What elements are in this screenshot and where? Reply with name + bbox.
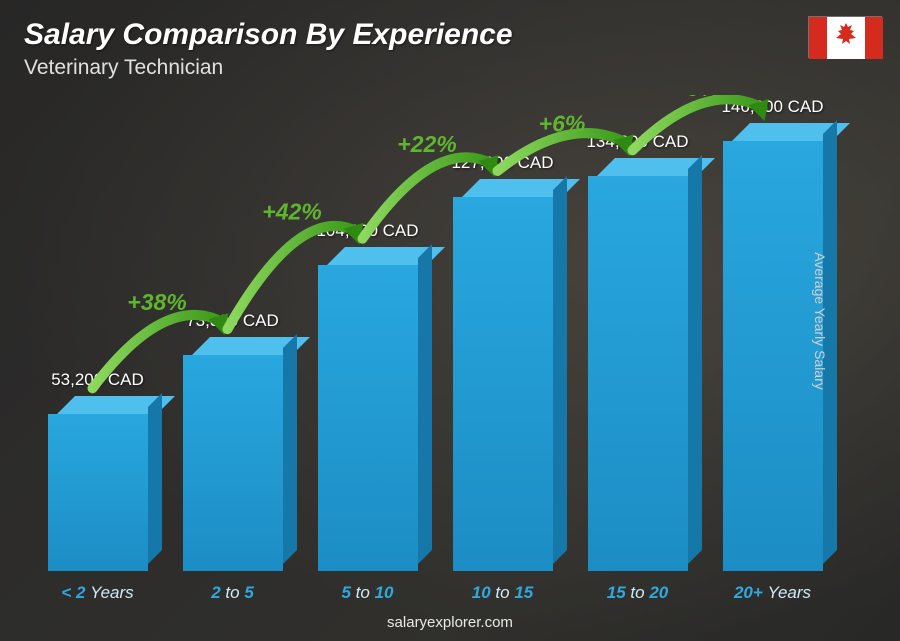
x-axis-label: < 2 Years [30, 583, 165, 603]
x-axis-label: 15 to 20 [570, 583, 705, 603]
chart-subtitle: Veterinary Technician [24, 56, 223, 80]
bar-group: 53,200 CAD [30, 95, 165, 571]
bar-value-label: 134,000 CAD [586, 132, 688, 152]
bar-chart: 53,200 CAD 73,300 CAD 104,000 CAD 127,000 C… [30, 95, 840, 571]
bar-value-label: 104,000 CAD [316, 221, 418, 241]
bar-value-label: 127,000 CAD [451, 153, 553, 173]
footer-credit: salaryexplorer.com [0, 614, 900, 631]
bar [588, 176, 688, 571]
x-axis-label: 10 to 15 [435, 583, 570, 603]
bar-value-label: 146,000 CAD [721, 97, 823, 117]
bar-group: 127,000 CAD [435, 95, 570, 571]
bar-value-label: 53,200 CAD [51, 370, 144, 390]
bar [453, 197, 553, 571]
bar-group: 134,000 CAD [570, 95, 705, 571]
x-axis-label: 20+ Years [705, 583, 840, 603]
bar-value-label: 73,300 CAD [186, 311, 279, 331]
bar-group: 104,000 CAD [300, 95, 435, 571]
bar [183, 355, 283, 571]
x-axis-label: 5 to 10 [300, 583, 435, 603]
bar [723, 141, 823, 571]
bar-group: 73,300 CAD [165, 95, 300, 571]
x-axis-labels: < 2 Years2 to 55 to 1010 to 1515 to 2020… [30, 583, 840, 603]
y-axis-label: Average Yearly Salary [811, 252, 827, 390]
infographic-container: Salary Comparison By Experience Veterina… [0, 0, 900, 641]
canada-flag-icon [808, 16, 882, 58]
chart-title: Salary Comparison By Experience [24, 18, 513, 52]
x-axis-label: 2 to 5 [165, 583, 300, 603]
bar [48, 414, 148, 571]
bar [318, 265, 418, 571]
